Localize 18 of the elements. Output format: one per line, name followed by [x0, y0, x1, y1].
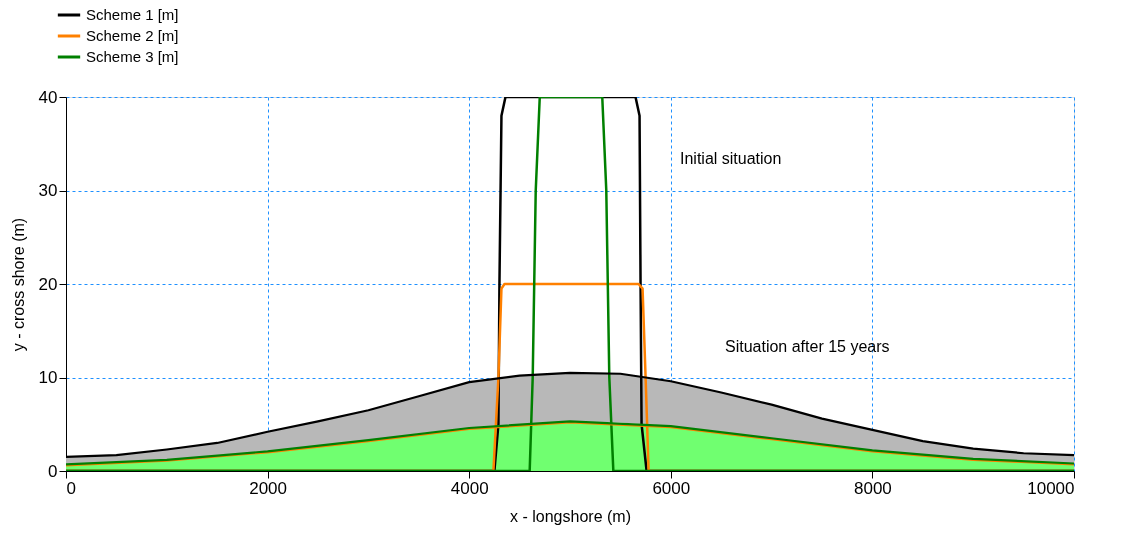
- legend-label: Scheme 2 [m]: [86, 27, 179, 44]
- x-axis-title: x - longshore (m): [510, 507, 631, 525]
- y-tick-label: 40: [38, 87, 58, 107]
- x-tick-label: 4000: [450, 478, 489, 498]
- y-tick-label: 0: [48, 461, 58, 481]
- x-tick-label: 2000: [249, 478, 288, 498]
- x-tick-label: 0: [66, 478, 76, 498]
- x-tick-label: 6000: [652, 478, 691, 498]
- y-tick-label: 20: [38, 274, 58, 294]
- y-tick-label: 10: [38, 368, 58, 387]
- annotation: Initial situation: [680, 150, 782, 167]
- y-axis-title: y - cross shore (m): [9, 217, 27, 352]
- x-tick-label: 10000: [1027, 478, 1075, 498]
- y-tick-label: 30: [38, 181, 58, 200]
- x-tick-label: 8000: [853, 478, 892, 498]
- legend-label: Scheme 3 [m]: [86, 48, 179, 65]
- legend-label: Scheme 1 [m]: [86, 6, 179, 23]
- annotation: Situation after 15 years: [725, 338, 890, 355]
